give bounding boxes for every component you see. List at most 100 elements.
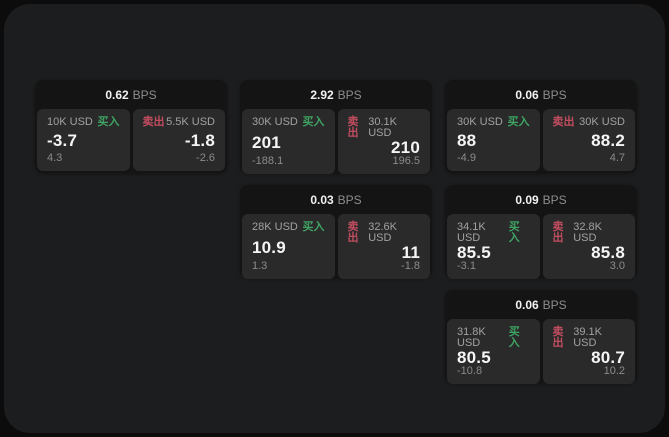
- buy-size: 30K USD: [252, 116, 298, 128]
- sell-quote-tile[interactable]: 卖出 32.6K USD 11 -1.8: [337, 214, 430, 279]
- quote-card: 2.92 BPS 30K USD 买入 201 -188.1 卖出 30.1K …: [240, 80, 432, 176]
- sell-side-label: 卖出: [552, 221, 564, 244]
- sell-price: 88.2: [591, 131, 625, 150]
- buy-tile-top-row: 30K USD 买入: [252, 117, 325, 128]
- buy-price: 85.5: [457, 243, 491, 262]
- bps-unit-label: BPS: [542, 192, 567, 207]
- quote-card: 0.09 BPS 34.1K USD 买入 85.5 -3.1 卖出 32.8K…: [445, 185, 637, 281]
- sell-size: 32.6K USD: [368, 221, 397, 244]
- buy-price: 80.5: [457, 348, 491, 367]
- quote-card-body: 10K USD 买入 -3.7 4.3 卖出 5.5K USD -1.8 -2.…: [35, 109, 227, 173]
- buy-delta: 1.3: [252, 260, 268, 272]
- buy-delta: -3.1: [457, 260, 476, 272]
- sell-delta: -2.6: [196, 152, 215, 164]
- sell-side-label: 卖出: [347, 221, 359, 244]
- bps-header: 0.06 BPS: [445, 290, 637, 319]
- bps-value: 0.06: [515, 87, 539, 102]
- bps-unit-label: BPS: [542, 87, 567, 102]
- bps-unit-label: BPS: [337, 192, 362, 207]
- sell-price: 210: [391, 138, 420, 157]
- sell-price: -1.8: [184, 131, 215, 150]
- buy-quote-tile[interactable]: 10K USD 买入 -3.7 4.3: [37, 109, 130, 171]
- quote-card-body: 28K USD 买入 10.9 1.3 卖出 32.6K USD 11 -1.8: [240, 214, 432, 281]
- quote-card-body: 31.8K USD 买入 80.5 -10.8 卖出 39.1K USD 80.…: [445, 319, 637, 386]
- buy-side-label: 买入: [302, 116, 325, 128]
- bps-value: 2.92: [310, 87, 334, 102]
- sell-quote-tile[interactable]: 卖出 39.1K USD 80.7 10.2: [542, 319, 635, 384]
- sell-price: 80.7: [591, 348, 625, 367]
- buy-side-label: 买入: [508, 326, 520, 349]
- buy-price: 10.9: [252, 237, 286, 257]
- bps-header: 2.92 BPS: [240, 80, 432, 109]
- bps-header: 0.09 BPS: [445, 185, 637, 214]
- bps-value: 0.06: [515, 297, 539, 312]
- sell-delta: 196.5: [392, 155, 420, 167]
- bps-value: 0.09: [515, 192, 539, 207]
- sell-size: 5.5K USD: [166, 116, 215, 128]
- quote-card: 0.03 BPS 28K USD 买入 10.9 1.3 卖出 32.6K US…: [240, 185, 432, 281]
- quote-card-body: 34.1K USD 买入 85.5 -3.1 卖出 32.8K USD 85.8…: [445, 214, 637, 281]
- buy-size: 28K USD: [252, 221, 298, 233]
- sell-side-label: 卖出: [552, 116, 575, 128]
- buy-price: -3.7: [47, 131, 78, 150]
- sell-quote-tile[interactable]: 卖出 30.1K USD 210 196.5: [337, 109, 430, 174]
- bps-header: 0.03 BPS: [240, 185, 432, 214]
- sell-tile-top-row: 卖出 32.6K USD: [348, 222, 421, 244]
- buy-quote-tile[interactable]: 30K USD 买入 201 -188.1: [242, 109, 335, 174]
- buy-tile-top-row: 28K USD 买入: [252, 222, 325, 233]
- quote-card-body: 30K USD 买入 201 -188.1 卖出 30.1K USD 210 1…: [240, 109, 432, 176]
- sell-quote-tile[interactable]: 卖出 32.8K USD 85.8 3.0: [542, 214, 635, 279]
- buy-tile-top-row: 31.8K USD 买入: [457, 327, 530, 349]
- bps-value: 0.03: [310, 192, 334, 207]
- sell-price: 11: [401, 243, 420, 262]
- buy-quote-tile[interactable]: 34.1K USD 买入 85.5 -3.1: [447, 214, 540, 279]
- sell-price: 85.8: [591, 243, 625, 262]
- sell-quote-tile[interactable]: 卖出 30K USD 88.2 4.7: [542, 109, 635, 171]
- quote-card: 0.62 BPS 10K USD 买入 -3.7 4.3 卖出 5.5K USD…: [35, 80, 227, 173]
- buy-size: 30K USD: [457, 116, 503, 128]
- sell-tile-top-row: 卖出 39.1K USD: [553, 327, 626, 349]
- buy-side-label: 买入: [302, 221, 325, 233]
- sell-delta: 3.0: [609, 260, 625, 272]
- buy-tile-top-row: 10K USD 买入: [47, 117, 120, 128]
- buy-delta: 4.3: [47, 152, 63, 164]
- sell-tile-top-row: 卖出 30K USD: [553, 117, 626, 128]
- buy-side-label: 买入: [507, 116, 530, 128]
- bps-header: 0.62 BPS: [35, 80, 227, 109]
- sell-size: 39.1K USD: [573, 326, 602, 349]
- sell-tile-top-row: 卖出 32.8K USD: [553, 222, 626, 244]
- buy-size: 10K USD: [47, 116, 93, 128]
- buy-side-label: 买入: [97, 116, 120, 128]
- quote-grid: 0.62 BPS 10K USD 买入 -3.7 4.3 卖出 5.5K USD…: [35, 80, 637, 386]
- buy-quote-tile[interactable]: 30K USD 买入 88 -4.9: [447, 109, 540, 171]
- sell-tile-top-row: 卖出 30.1K USD: [348, 117, 421, 139]
- sell-side-label: 卖出: [552, 326, 564, 349]
- sell-tile-top-row: 卖出 5.5K USD: [143, 117, 216, 128]
- buy-side-label: 买入: [508, 221, 520, 244]
- buy-quote-tile[interactable]: 31.8K USD 买入 80.5 -10.8: [447, 319, 540, 384]
- sell-delta: 10.2: [603, 365, 625, 377]
- buy-size: 31.8K USD: [457, 326, 486, 349]
- buy-delta: -188.1: [252, 155, 284, 167]
- bps-value: 0.62: [105, 87, 129, 102]
- buy-quote-tile[interactable]: 28K USD 买入 10.9 1.3: [242, 214, 335, 279]
- sell-side-label: 卖出: [142, 116, 165, 128]
- buy-price: 88: [457, 131, 477, 150]
- sell-quote-tile[interactable]: 卖出 5.5K USD -1.8 -2.6: [132, 109, 225, 171]
- bps-unit-label: BPS: [542, 297, 567, 312]
- quote-card: 0.06 BPS 30K USD 买入 88 -4.9 卖出 30K USD 8…: [445, 80, 637, 173]
- sell-delta: -1.8: [401, 260, 420, 272]
- sell-side-label: 卖出: [347, 116, 359, 139]
- quote-card: 0.06 BPS 31.8K USD 买入 80.5 -10.8 卖出 39.1…: [445, 290, 637, 386]
- sell-size: 30K USD: [579, 116, 625, 128]
- quote-card-body: 30K USD 买入 88 -4.9 卖出 30K USD 88.2 4.7: [445, 109, 637, 173]
- buy-price: 201: [252, 132, 281, 152]
- buy-size: 34.1K USD: [457, 221, 486, 244]
- buy-delta: -4.9: [457, 152, 476, 164]
- sell-delta: 4.7: [609, 152, 625, 164]
- bps-unit-label: BPS: [132, 87, 157, 102]
- buy-delta: -10.8: [457, 365, 483, 377]
- sell-size: 32.8K USD: [573, 221, 602, 244]
- sell-size: 30.1K USD: [368, 116, 397, 139]
